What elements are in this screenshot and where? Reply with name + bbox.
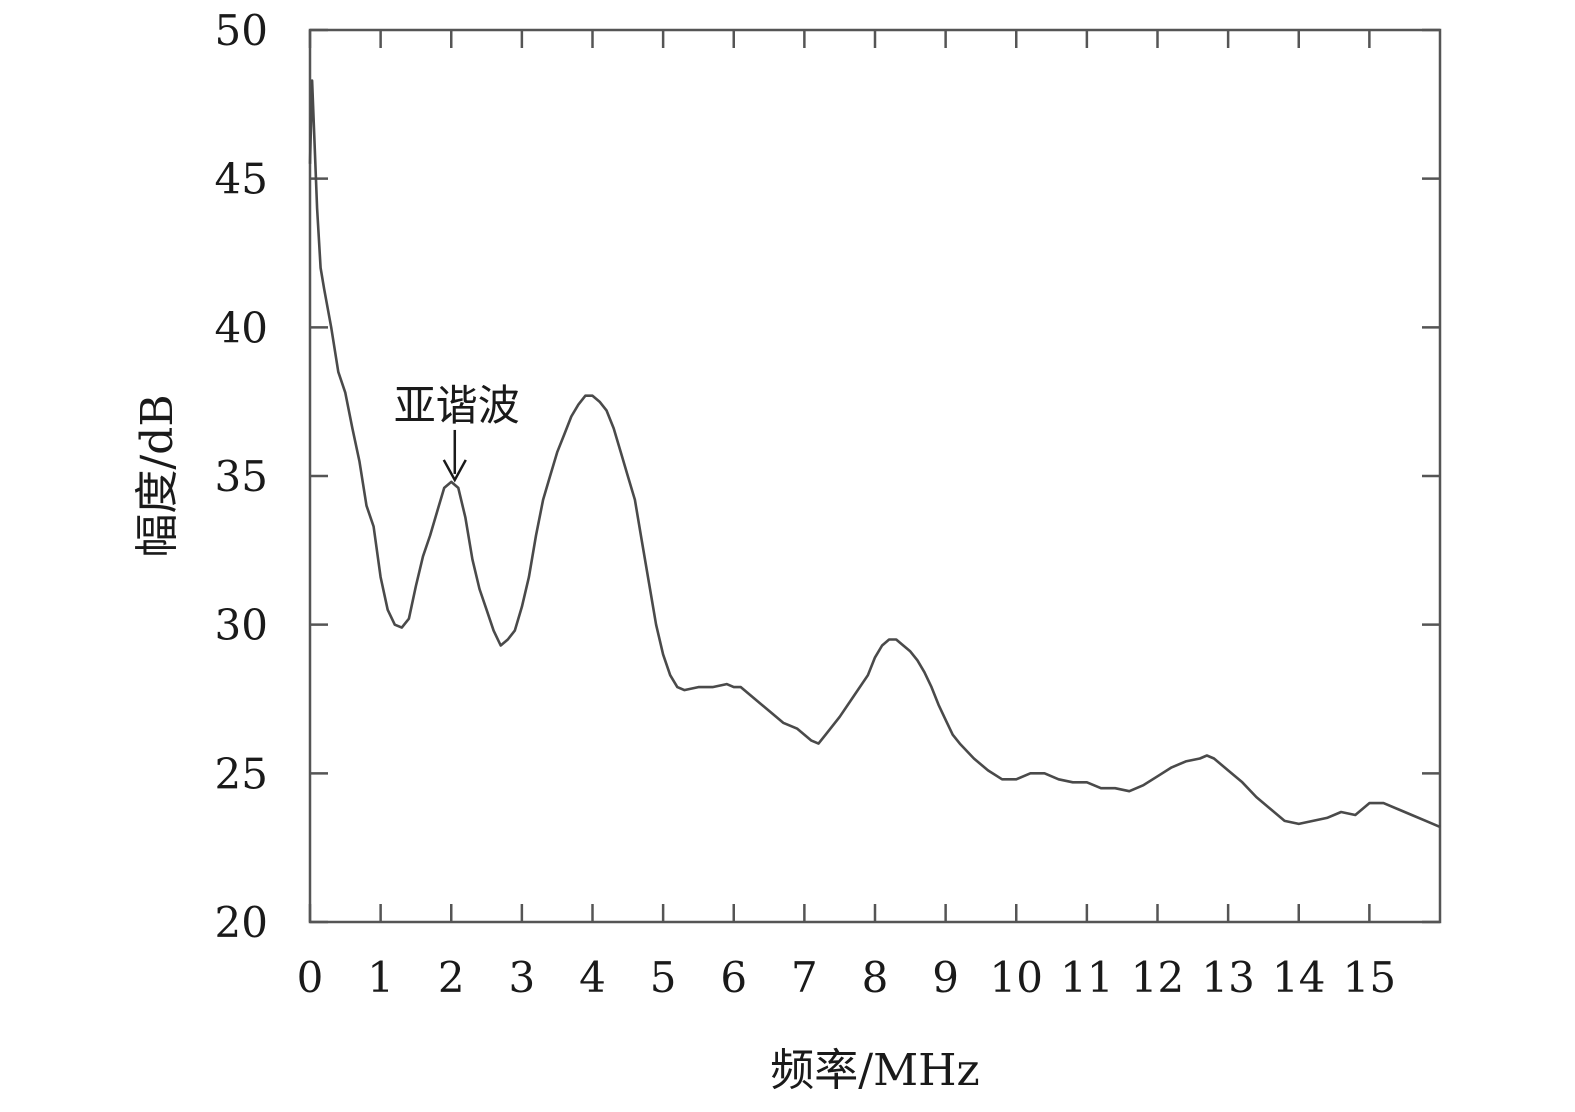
series-line (308, 79, 1441, 829)
y-tick-label: 45 (215, 155, 268, 204)
x-tick-label: 0 (297, 953, 324, 1002)
x-tick-label: 8 (862, 953, 889, 1002)
x-tick-label: 3 (509, 953, 536, 1002)
annotations: 亚谐波 (394, 381, 520, 483)
x-tick-label: 12 (1131, 953, 1184, 1002)
annotation-arrow-head (442, 459, 467, 483)
y-tick-label: 25 (215, 749, 268, 798)
x-tick-label: 10 (990, 953, 1043, 1002)
x-tick-label: 7 (791, 953, 818, 1002)
y-tick-label: 50 (215, 6, 268, 55)
x-tick-label: 2 (438, 953, 465, 1002)
x-tick-label: 4 (579, 953, 606, 1002)
y-tick-label: 30 (215, 601, 268, 650)
y-axis-title: 幅度/dB (132, 394, 183, 557)
x-tick-label: 5 (650, 953, 677, 1002)
x-tick-label: 6 (720, 953, 747, 1002)
x-tick-label: 9 (932, 953, 959, 1002)
y-tick-label: 40 (215, 303, 268, 352)
x-tick-label: 13 (1201, 953, 1254, 1002)
annotation-label: 亚谐波 (394, 381, 520, 430)
axis-ticks (308, 28, 1440, 924)
x-tick-label: 11 (1060, 953, 1113, 1002)
x-tick-label: 14 (1272, 953, 1325, 1002)
plot-frame (308, 28, 1442, 924)
x-tick-label: 15 (1343, 953, 1396, 1002)
x-axis-title: 频率/MHz (770, 1045, 979, 1096)
y-tick-label: 35 (215, 452, 268, 501)
y-tick-label: 20 (215, 898, 268, 947)
x-tick-label: 1 (367, 953, 394, 1002)
annotation: 亚谐波 (394, 381, 520, 483)
